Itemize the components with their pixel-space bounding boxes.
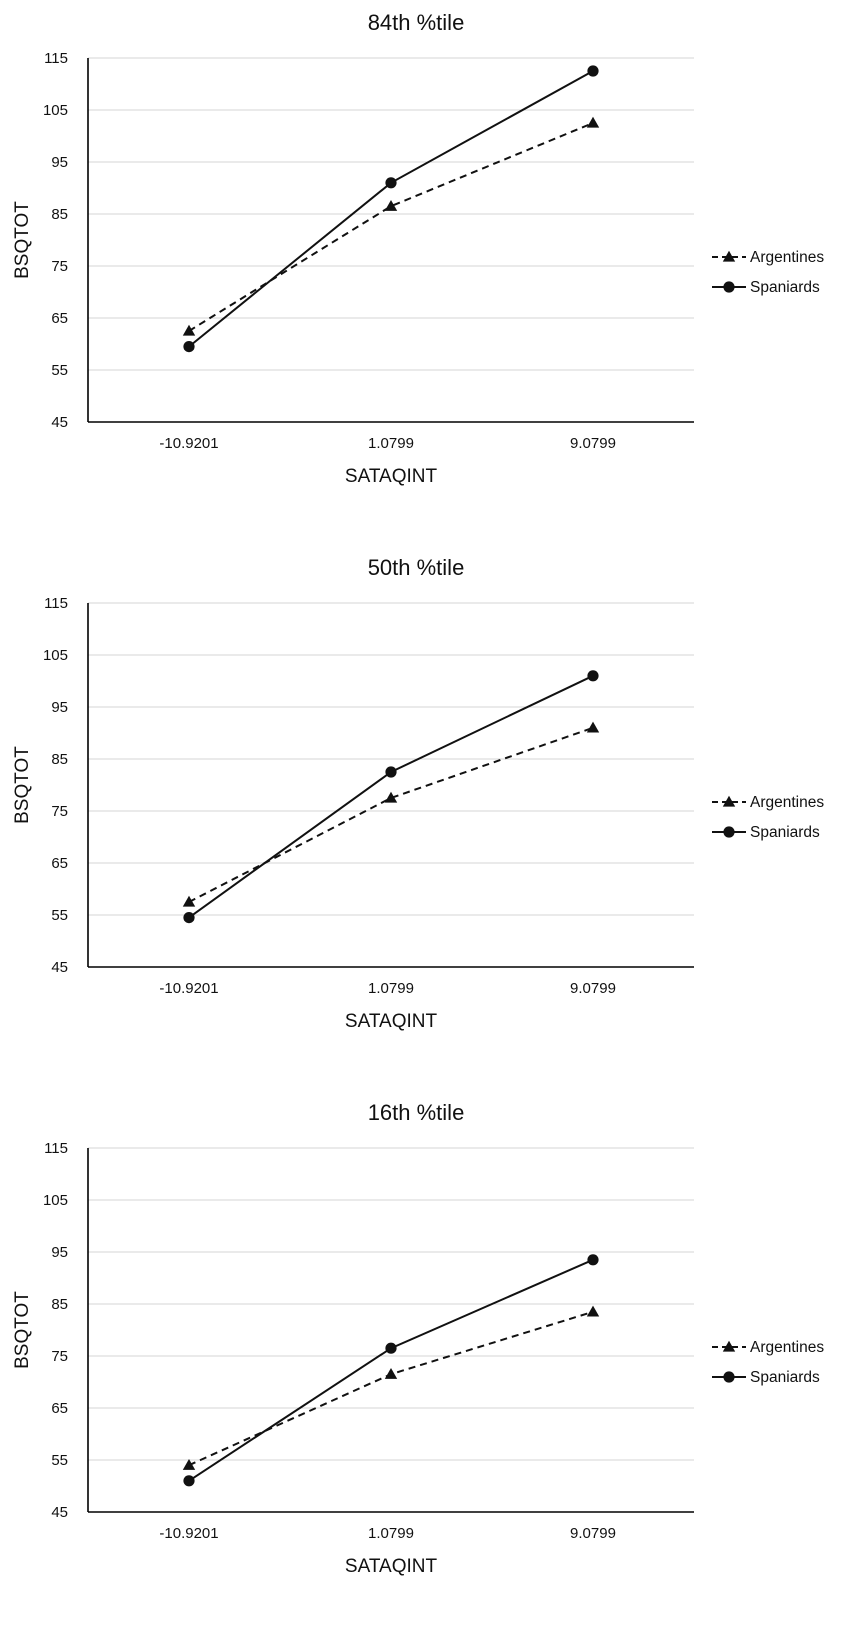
y-axis-title: BSQTOT [12, 746, 33, 824]
chart-panel-84th: 84th %tile SATAQINT BSQTOT 45 55 65 75 85 95 1… [0, 0, 866, 545]
x-tick-label: -10.9201 [159, 980, 218, 997]
chart-title: 16th %tile [368, 1100, 465, 1125]
chart-title: 50th %tile [368, 555, 465, 580]
legend-label-spaniards: Spaniards [750, 279, 820, 296]
y-tick-label: 75 [51, 803, 68, 820]
y-axis-title: BSQTOT [12, 1291, 33, 1369]
legend-label-spaniards: Spaniards [750, 1369, 820, 1386]
data-point-spaniards [385, 766, 397, 778]
plot-area: 45 55 65 75 85 95 105 115 -10.9201 1.0799 9.0799 Ar… [43, 50, 824, 452]
x-tick-label: 9.0799 [570, 1525, 616, 1542]
data-point-spaniards [587, 670, 599, 682]
data-point-argentines [586, 1305, 600, 1317]
data-point-spaniards [385, 1342, 397, 1354]
x-axis-title: SATAQINT [345, 1011, 438, 1032]
y-tick-label: 115 [44, 595, 68, 612]
y-tick-label: 45 [51, 959, 68, 976]
y-tick-label: 45 [51, 414, 68, 431]
y-tick-label: 95 [51, 1244, 68, 1261]
y-tick-label: 55 [51, 907, 68, 924]
plot-area: 45 55 65 75 85 95 105 115 -10.9201 1.0799 9.0799 Ar… [43, 595, 824, 997]
legend-label-argentines: Argentines [750, 1339, 824, 1356]
chart-title: 84th %tile [368, 10, 465, 35]
legend-marker-argentines [722, 250, 736, 262]
series-line-argentines [188, 122, 594, 332]
x-tick-label: 1.0799 [368, 980, 414, 997]
data-point-argentines [182, 324, 196, 336]
data-point-argentines [384, 1368, 398, 1379]
chart-panel-16th: 16th %tile SATAQINT BSQTOT 45 55 65 75 85 95 1… [0, 1090, 866, 1635]
y-tick-label: 65 [51, 855, 68, 872]
data-point-spaniards [587, 1254, 599, 1266]
data-point-argentines [586, 116, 600, 128]
legend-label-argentines: Argentines [750, 249, 824, 266]
legend-marker-argentines [722, 1340, 736, 1352]
data-point-argentines [182, 1459, 196, 1470]
legend-marker-spaniards [723, 1371, 735, 1383]
y-axis-title: BSQTOT [12, 201, 33, 279]
data-point-argentines [182, 895, 196, 907]
data-point-spaniards [183, 912, 195, 924]
y-tick-label: 65 [51, 310, 68, 327]
data-point-spaniards [183, 341, 195, 353]
legend-label-spaniards: Spaniards [750, 824, 820, 841]
y-tick-label: 75 [51, 258, 68, 275]
data-point-spaniards [183, 1475, 195, 1487]
y-tick-label: 75 [51, 1348, 68, 1365]
y-tick-label: 105 [43, 647, 68, 664]
y-tick-label: 55 [51, 362, 68, 379]
series-line-argentines [188, 726, 594, 903]
x-tick-label: -10.9201 [159, 435, 218, 452]
y-tick-label: 95 [51, 699, 68, 716]
data-point-argentines [384, 200, 398, 211]
x-tick-label: 1.0799 [368, 1525, 414, 1542]
y-tick-label: 105 [43, 102, 68, 119]
x-tick-label: 9.0799 [570, 980, 616, 997]
y-tick-label: 45 [51, 1504, 68, 1521]
chart-panel-50th: 50th %tile SATAQINT BSQTOT 45 55 65 75 85 95 1… [0, 545, 866, 1090]
y-tick-label: 85 [51, 1296, 68, 1313]
x-axis-title: SATAQINT [345, 1556, 438, 1577]
plot-area: 45 55 65 75 85 95 105 115 -10.9201 1.0799 9.0799 Ar… [43, 1140, 824, 1542]
line-chart-50th: 50th %tile SATAQINT BSQTOT 45 55 65 75 85 95 1… [12, 555, 824, 1032]
data-point-argentines [586, 721, 600, 733]
y-tick-label: 85 [51, 206, 68, 223]
legend-marker-spaniards [723, 281, 735, 293]
x-tick-label: -10.9201 [159, 1525, 218, 1542]
legend-label-argentines: Argentines [750, 794, 824, 811]
x-tick-label: 1.0799 [368, 435, 414, 452]
legend-marker-argentines [722, 795, 736, 807]
y-tick-label: 95 [51, 154, 68, 171]
line-chart-84th: 84th %tile SATAQINT BSQTOT 45 55 65 75 85 95 1… [12, 10, 824, 487]
x-tick-label: 9.0799 [570, 435, 616, 452]
legend-marker-spaniards [723, 826, 735, 838]
data-point-spaniards [587, 65, 599, 77]
data-point-spaniards [385, 177, 397, 189]
y-tick-label: 105 [43, 1192, 68, 1209]
line-chart-16th: 16th %tile SATAQINT BSQTOT 45 55 65 75 85 95 1… [12, 1100, 824, 1577]
y-tick-label: 85 [51, 751, 68, 768]
y-tick-label: 115 [44, 50, 68, 67]
data-point-argentines [384, 791, 398, 803]
x-axis-title: SATAQINT [345, 466, 438, 487]
y-tick-label: 55 [51, 1452, 68, 1469]
y-tick-label: 115 [44, 1140, 68, 1157]
y-tick-label: 65 [51, 1400, 68, 1417]
